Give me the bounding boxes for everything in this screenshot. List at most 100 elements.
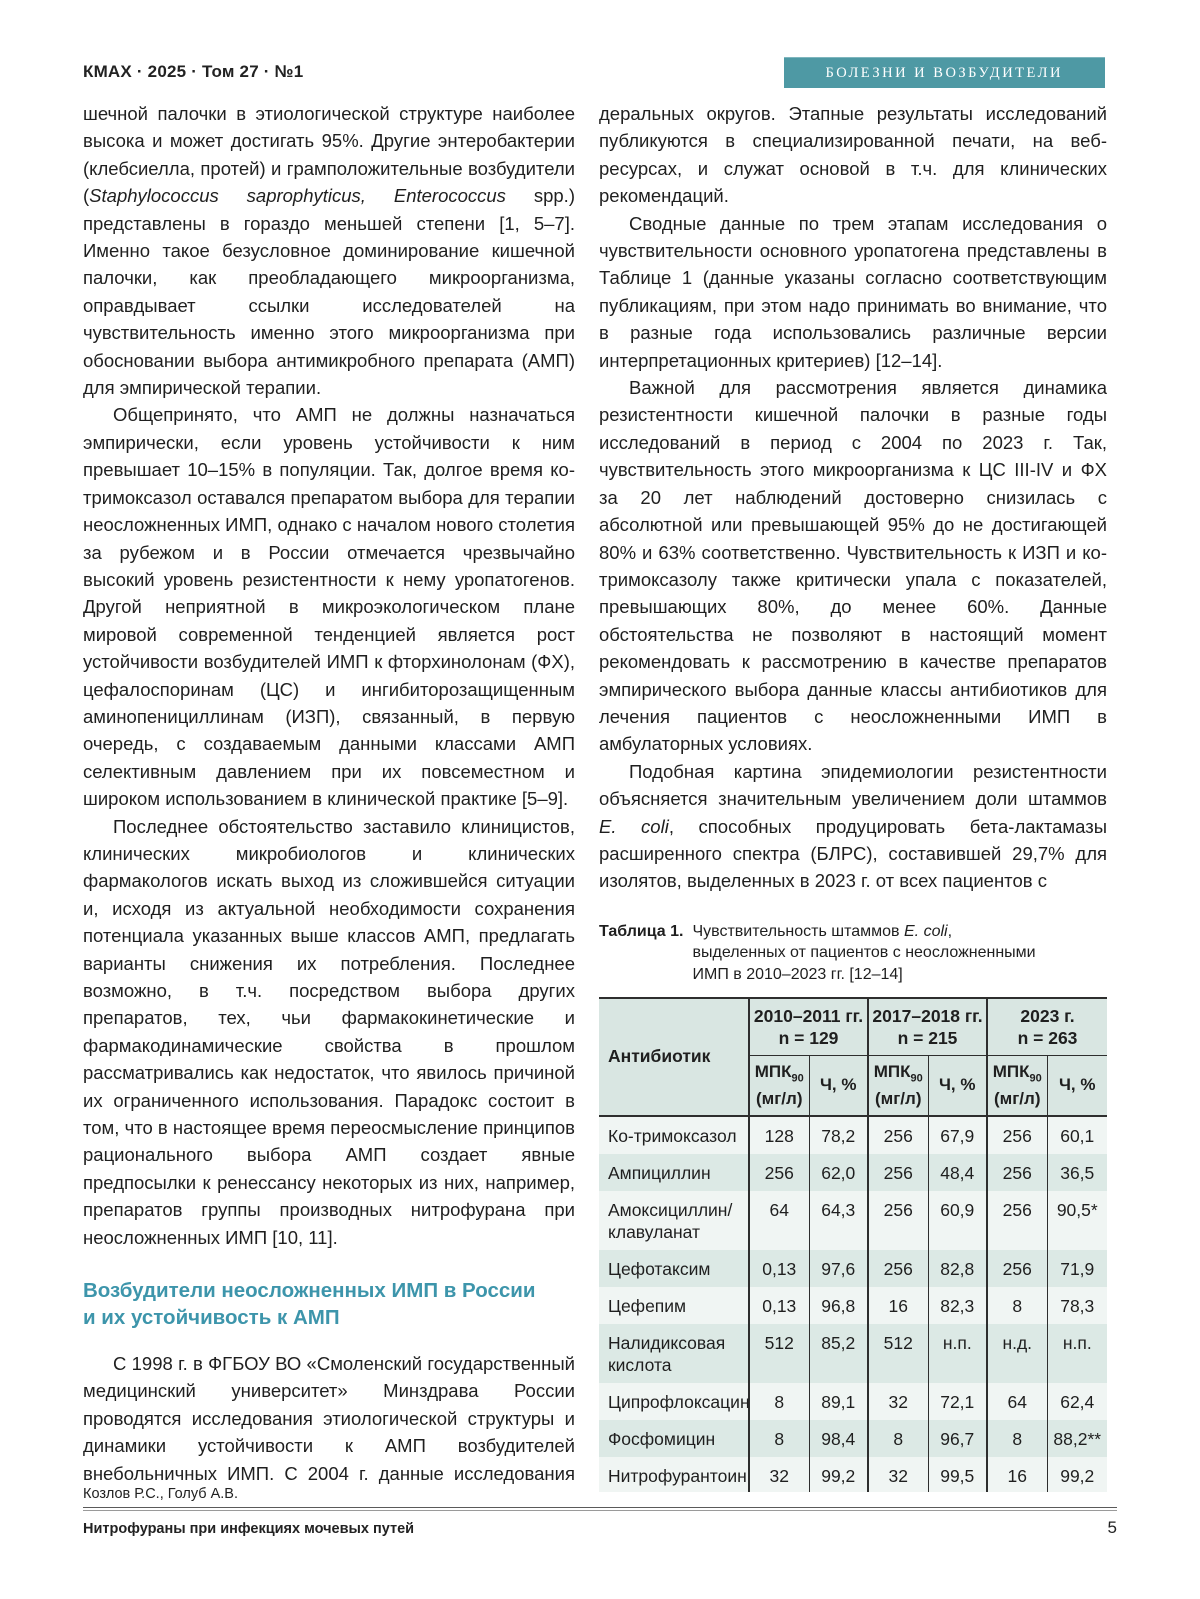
value-cell: 99,2 [1046,1456,1107,1492]
two-column-content: шечной палочки в этиологической структур… [83,100,1107,1492]
value-cell: 256 [986,1153,1047,1191]
value-cell: 71,9 [1046,1249,1107,1287]
group-n: n = 263 [1017,1028,1078,1049]
value-cell: 96,8 [808,1286,868,1324]
value-cell: 512 [867,1323,928,1383]
paragraph: Последнее обстоятельство заставило клини… [83,813,575,1252]
subheader-mic: МПК90 (мг/л) [867,1055,928,1116]
paragraph: деральных округов. Этапные результаты ис… [599,100,1107,210]
paragraph: Подобная картина эпидемиологии резистент… [599,758,1107,895]
value-cell: 256 [986,1249,1047,1287]
value-cell: 256 [748,1153,809,1191]
journal-reference: КМАХ · 2025 · Том 27 · №1 [83,62,304,81]
subheader-susceptibility: Ч, % [927,1055,987,1116]
paragraph: Сводные данные по трем этапам исследован… [599,210,1107,374]
value-cell: 88,2** [1046,1419,1107,1457]
table-caption-label: Таблица 1. [599,922,684,940]
paragraph: Важной для рассмотрения является динамик… [599,374,1107,758]
section-heading-line: Возбудители неосложненных ИМП в России [83,1279,536,1303]
value-cell: 90,5* [1046,1190,1107,1250]
text-segment: С 1998 г. в ФГБОУ ВО «Смоленский государ… [83,1353,575,1492]
mic-unit: (мг/л) [993,1088,1041,1108]
text-segment: , выделенных от пациентов с неосложненны… [692,922,1036,983]
group-n: n = 215 [897,1028,958,1049]
susceptibility-table: Антибиотик 2010–2011 гг. n = 129 2017–20… [599,997,1107,1492]
table-row: Амоксициллин/клавуланат 64 64,3 256 60,9 256 9… [599,1190,1107,1250]
text-segment: E. coli [904,922,948,940]
antibiotic-name-cell: Цефепим [608,1295,687,1316]
group-period: 2010–2011 гг. [753,1006,864,1027]
value-cell: 97,6 [808,1249,868,1287]
value-cell: 78,3 [1046,1286,1107,1324]
text-segment: Сводные данные по трем этапам исследован… [599,212,1107,371]
value-cell: 78,2 [808,1115,868,1154]
value-cell: 16 [986,1456,1047,1492]
value-cell: 99,5 [927,1456,987,1492]
value-cell: 89,1 [808,1382,868,1420]
table-row: Налидиксовая кислота 512 85,2 512 н.п. н.д. н.… [599,1323,1107,1383]
value-cell: 98,4 [808,1419,868,1457]
page-number: 5 [1107,1518,1117,1537]
value-cell: 60,1 [1046,1115,1107,1154]
value-cell: 8 [867,1419,928,1457]
page-footer: Козлов Р.С., Голуб А.В. Нитрофураны при … [83,1486,1117,1538]
value-cell: 16 [867,1286,928,1324]
column-header-antibiotic: Антибиотик [599,998,749,1116]
value-cell: 82,3 [927,1286,987,1324]
mic-label: МПК [992,1062,1030,1082]
value-cell: 32 [748,1456,809,1492]
value-cell: 32 [867,1382,928,1420]
section-heading-line: и их устойчивость к АМП [83,1306,340,1330]
mic-sub: 90 [910,1072,923,1085]
paragraph: Общепринято, что АМП не должны назначать… [83,401,575,812]
table-caption: Таблица 1. Чувствительность штаммов E. c… [599,921,1107,986]
left-column: шечной палочки в этиологической структур… [83,100,575,1492]
value-cell: 82,8 [927,1249,987,1287]
column-group-2017-2018: 2017–2018 гг. n = 215 [867,998,987,1057]
table-row: Ципрофлоксацин 8 89,1 32 72,1 64 62,4 [599,1382,1107,1420]
table-body: Ко-тримоксазол 128 78,2 256 67,9 256 60,1 Ампиц… [599,1115,1107,1492]
text-segment: шечной палочки в этиологической структур… [83,103,575,207]
value-cell: 96,7 [927,1419,987,1457]
value-cell: 36,5 [1046,1153,1107,1191]
value-cell: н.п. [927,1323,987,1383]
right-column: деральных округов. Этапные результаты ис… [599,100,1107,1492]
subheader-mic: МПК90 (мг/л) [748,1055,809,1116]
value-cell: 64 [986,1382,1047,1420]
value-cell: 85,2 [808,1323,868,1383]
text-segment: Staphylococcus saprophyticus, Enterococc… [89,185,506,207]
antibiotic-name-cell: Ампициллин [608,1162,711,1183]
text-segment: Общепринято, что АМП не должны назначать… [83,404,575,810]
text-segment: spp.) представлены в гораздо меньшей сте… [83,185,575,399]
value-cell: 256 [986,1190,1047,1250]
table-row: Нитрофурантоин 32 99,2 32 99,5 16 99,2 [599,1456,1107,1492]
group-period: 2023 г. [1020,1006,1075,1027]
antibiotic-name-cell: Цефотаксим [608,1258,711,1279]
table-row: Ампициллин 256 62,0 256 48,4 256 36,5 [599,1153,1107,1191]
mic-sub: 90 [1029,1072,1042,1085]
mic-unit: (мг/л) [755,1088,803,1108]
text-segment: Чувствительность штаммов [692,922,904,940]
value-cell: 256 [867,1190,928,1250]
value-cell: 256 [867,1153,928,1191]
value-cell: 256 [867,1249,928,1287]
value-cell: 8 [748,1419,809,1457]
value-cell: 60,9 [927,1190,987,1250]
mic-label: МПК [873,1062,911,1082]
value-cell: 8 [986,1419,1047,1457]
value-cell: 128 [748,1115,809,1154]
table-row: Фосфомицин 8 98,4 8 96,7 8 88,2** [599,1419,1107,1457]
value-cell: 99,2 [808,1456,868,1492]
column-group-2023: 2023 г. n = 263 [986,998,1107,1057]
table-row: Цефотаксим 0,13 97,6 256 82,8 256 71,9 [599,1249,1107,1287]
value-cell: 256 [867,1115,928,1154]
rubric-banner: БОЛЕЗНИ И ВОЗБУДИТЕЛИ [783,56,1105,88]
text-segment: Подобная картина эпидемиологии резистент… [599,760,1107,810]
table-head: Антибиотик 2010–2011 гг. n = 129 2017–20… [599,998,1107,1116]
left-column-paragraphs: шечной палочки в этиологической структур… [83,100,575,1251]
value-cell: н.п. [1046,1323,1107,1383]
table-row: Цефепим 0,13 96,8 16 82,3 8 78,3 [599,1286,1107,1324]
text-segment: деральных округов. Этапные результаты ис… [599,103,1107,207]
footer-authors: Козлов Р.С., Голуб А.В. [83,1486,239,1502]
